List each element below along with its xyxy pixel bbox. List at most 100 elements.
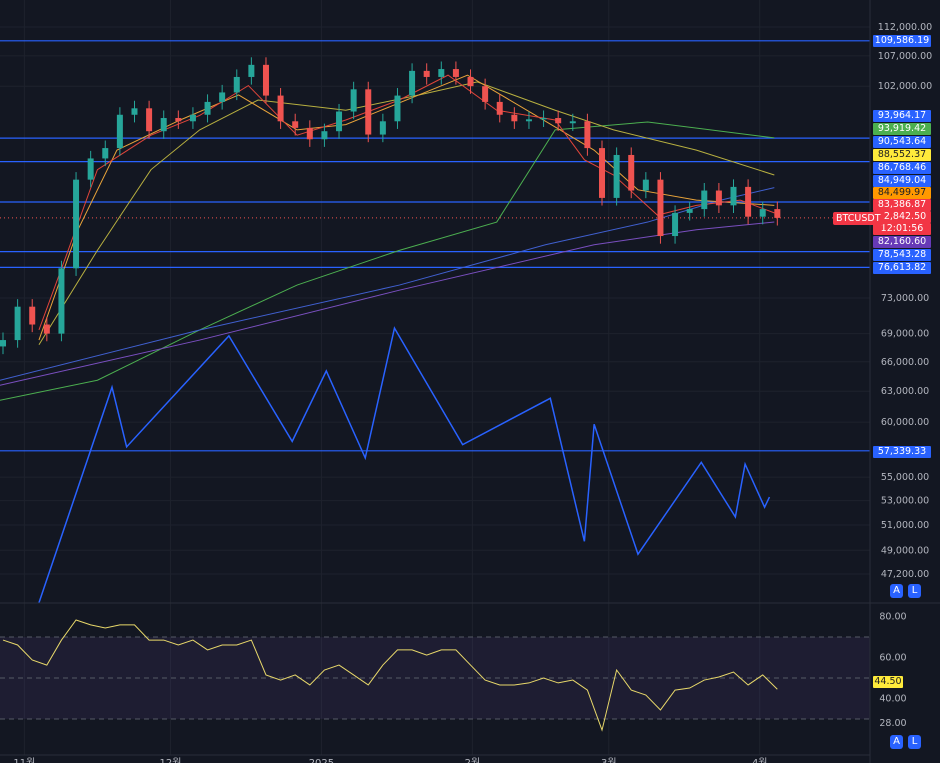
time-tick-label: 2025 — [309, 758, 334, 763]
candle-body — [438, 69, 445, 77]
price-tick-label: 112,000.00 — [878, 22, 932, 33]
candle-body — [613, 154, 620, 198]
candle-body — [336, 111, 343, 132]
rsi-tick-label: 40.00 — [879, 694, 906, 705]
price-tick-label: 53,000.00 — [881, 496, 929, 507]
time-tick-label: 11월 — [13, 757, 35, 763]
price-tick-label: 73,000.00 — [881, 293, 929, 304]
candle-body — [87, 158, 94, 180]
candle-body — [511, 114, 518, 122]
candle-body — [14, 306, 21, 341]
candle-body — [116, 114, 123, 149]
ma-label: 83,386.87 — [873, 199, 931, 211]
candle-body — [569, 121, 576, 124]
ma-label: 88,552.37 — [873, 149, 931, 161]
candle-body — [628, 154, 635, 191]
candle-body — [672, 212, 679, 237]
level-label: 57,339.33 — [873, 446, 931, 458]
candle-body — [306, 127, 313, 140]
rsi-band — [0, 636, 870, 720]
candle-body — [525, 119, 532, 122]
candle-body — [350, 89, 357, 112]
moving-average-purple — [0, 221, 775, 386]
ma-label: 93,919.42 — [873, 123, 931, 135]
candle-body — [102, 148, 109, 159]
countdown-label: 12:01:56 — [873, 223, 931, 235]
price-tick-label: 60,000.00 — [881, 417, 929, 428]
zigzag-drawing-line — [38, 326, 771, 604]
candle-body — [277, 95, 284, 122]
candle-body — [657, 179, 664, 237]
candle-body — [423, 70, 430, 77]
level-label: 76,613.82 — [873, 262, 931, 274]
candle-body — [715, 190, 722, 206]
rsi-tick-label: 28.00 — [879, 718, 906, 729]
candle-body — [233, 76, 240, 93]
candle-body — [409, 70, 416, 96]
ma-label: 82,160.60 — [873, 236, 931, 248]
price-tick-label: 69,000.00 — [881, 329, 929, 340]
candle-body — [584, 121, 591, 149]
candle-body — [730, 186, 737, 206]
candle-body — [540, 118, 547, 120]
rsi-tick-label: 80.00 — [879, 612, 906, 623]
price-tick-label: 63,000.00 — [881, 386, 929, 397]
time-tick-label: 3월 — [601, 757, 617, 763]
candle-body — [774, 209, 781, 218]
price-tick-label: 102,000.00 — [878, 81, 932, 92]
time-tick-label: 4월 — [752, 757, 768, 763]
candle-body — [759, 209, 766, 217]
price-tick-label: 107,000.00 — [878, 51, 932, 62]
axes: 112,000.00 107,000.00 102,000.00 73,000.00 6… — [13, 22, 932, 763]
price-tick-label: 66,000.00 — [881, 357, 929, 368]
candle-body — [43, 324, 50, 334]
rsi-value-label: 44.50 — [873, 676, 903, 688]
candle-body — [189, 114, 196, 122]
rsi-auto-scale-button[interactable]: A — [890, 735, 903, 749]
symbol-label: BTCUSDT — [833, 212, 884, 225]
price-tick-label: 55,000.00 — [881, 472, 929, 483]
candle-body — [29, 306, 36, 325]
candle-body — [219, 92, 226, 102]
price-tick-label: 51,000.00 — [881, 520, 929, 531]
auto-scale-button[interactable]: A — [890, 584, 903, 598]
candle-body — [379, 121, 386, 135]
candle-body — [745, 186, 752, 217]
grid — [0, 0, 870, 756]
candle-body — [642, 179, 649, 191]
ma-label: 84,499.97 — [873, 187, 931, 199]
candles — [0, 57, 781, 355]
candle-body — [131, 108, 138, 115]
candle-body — [160, 118, 167, 132]
candle-body — [496, 101, 503, 115]
level-label: 84,949.04 — [873, 175, 931, 187]
price-tick-label: 49,000.00 — [881, 545, 929, 556]
candle-body — [467, 76, 474, 87]
candle-body — [262, 64, 269, 96]
rsi-line-path — [2, 619, 778, 732]
moving-average-yellow — [38, 81, 775, 345]
time-tick-label: 12월 — [159, 757, 181, 763]
candle-body — [248, 64, 255, 77]
candle-body — [555, 118, 562, 124]
trend-drawing[interactable] — [38, 326, 771, 604]
candle-body — [292, 121, 299, 128]
candle-body — [482, 86, 489, 102]
candle-body — [73, 179, 80, 269]
candle-body — [58, 268, 65, 334]
candle-body — [452, 69, 459, 77]
moving-average-red — [38, 74, 775, 331]
price-tick-label: 47,200.00 — [881, 569, 929, 580]
candle-body — [701, 190, 708, 210]
rsi-log-scale-button[interactable]: L — [908, 735, 921, 749]
horizontal-levels[interactable] — [0, 40, 870, 452]
level-label: 78,543.28 — [873, 249, 931, 261]
level-label: 109,586.19 — [873, 35, 931, 47]
last-price-label: 82,842.50 — [873, 211, 931, 223]
ma-label: 86,768.46 — [873, 162, 931, 174]
level-label: 90,543.64 — [873, 136, 931, 148]
log-scale-button[interactable]: L — [908, 584, 921, 598]
time-tick-label: 2월 — [465, 757, 481, 763]
candle-body — [175, 118, 182, 122]
